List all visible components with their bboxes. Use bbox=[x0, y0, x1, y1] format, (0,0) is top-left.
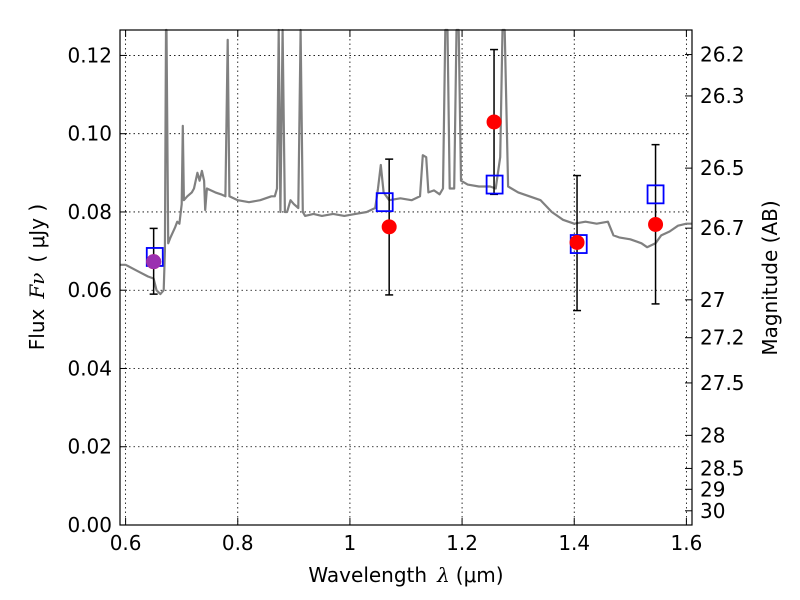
magnitude-axis-title: Magnitude (AB) bbox=[758, 200, 782, 355]
magnitude-tick-label: 26.7 bbox=[700, 216, 745, 240]
model-photometry-point bbox=[485, 174, 504, 195]
x-axis-label: Wavelength bbox=[308, 563, 427, 587]
y-axis-label: Flux bbox=[25, 308, 49, 350]
magnitude-tick-label: 27.2 bbox=[700, 326, 745, 350]
observed-photometry-point bbox=[381, 219, 397, 235]
observed-photometry-point bbox=[569, 234, 585, 250]
y-axis-title: Flux Fν ( μJy ) bbox=[25, 204, 49, 350]
y-tick-label: 0.08 bbox=[67, 200, 112, 224]
x-tick-label: 1.2 bbox=[446, 531, 478, 555]
plot-frame bbox=[119, 29, 693, 526]
ticks: 0.6 0.8 1 1.2 1.4 1.6 0.00 0.02 0.04 0.06 0.08 0.10… bbox=[67, 30, 745, 555]
y-tick-label: 0.00 bbox=[67, 513, 112, 537]
photometry-layer bbox=[145, 48, 665, 312]
x-tick-label: 1.4 bbox=[558, 531, 590, 555]
magnitude-tick-label: 27 bbox=[700, 288, 725, 312]
magnitude-tick-label: 26.3 bbox=[700, 84, 745, 108]
x-tick-label: 1.6 bbox=[670, 531, 702, 555]
observed-photometry-point bbox=[648, 216, 664, 232]
spectrum-line bbox=[120, 28, 692, 296]
observed-photometry-point bbox=[486, 114, 502, 130]
magnitude-tick-label: 26.5 bbox=[700, 156, 745, 180]
magnitude-tick-label: 27.5 bbox=[700, 371, 745, 395]
y-tick-label: 0.10 bbox=[67, 122, 112, 146]
x-tick-label: 0.8 bbox=[222, 531, 254, 555]
magnitude-tick-label: 26.2 bbox=[700, 43, 745, 67]
model-photometry-point bbox=[375, 192, 394, 213]
plot-background bbox=[120, 30, 692, 525]
magnitude-tick-label: 30 bbox=[700, 499, 725, 523]
x-tick-label: 1 bbox=[344, 531, 357, 555]
y-tick-label: 0.06 bbox=[67, 278, 112, 302]
y-tick-label: 0.12 bbox=[67, 43, 112, 67]
spectrum-layer bbox=[120, 28, 692, 296]
y-tick-label: 0.04 bbox=[67, 356, 112, 380]
x-axis-title: Wavelength λ (μm) bbox=[308, 563, 503, 587]
x-axis-symbol: λ bbox=[436, 563, 450, 587]
x-axis-unit: (μm) bbox=[456, 563, 504, 587]
x-tick-label: 0.6 bbox=[110, 531, 142, 555]
model-photometry-point bbox=[646, 184, 665, 205]
y-axis-unit: ( μJy ) bbox=[25, 204, 49, 263]
magnitude-tick-label: 29 bbox=[700, 477, 725, 501]
magnitude-tick-label: 28.5 bbox=[700, 456, 745, 480]
magnitude-tick-label: 28 bbox=[700, 423, 725, 447]
overlap-photometry-point bbox=[146, 254, 162, 270]
y-axis-symbol: Fν bbox=[25, 273, 49, 300]
y-tick-label: 0.02 bbox=[67, 435, 112, 459]
